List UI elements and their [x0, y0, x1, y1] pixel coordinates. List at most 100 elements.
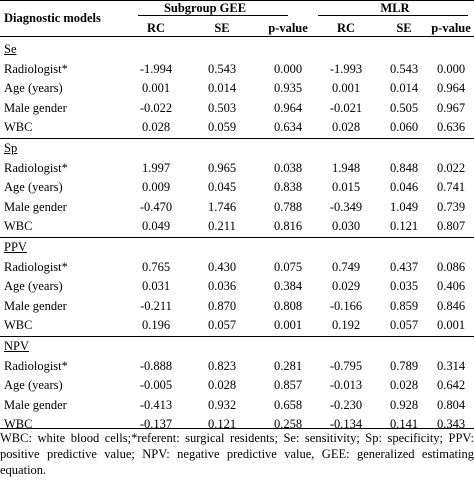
table-cell: 0.430 — [207, 259, 237, 274]
table-cell: 0.857 — [273, 378, 303, 393]
table-cell: -0.021 — [329, 100, 363, 115]
table-cell: 0.437 — [389, 259, 419, 274]
table-cell: 0.009 — [141, 180, 171, 195]
table-cell: 0.059 — [207, 120, 237, 135]
section-header: NPV — [4, 339, 30, 353]
table-cell: -1.994 — [139, 61, 173, 76]
table-cell: 0.030 — [331, 219, 361, 234]
table-cell: -0.005 — [139, 378, 173, 393]
table-cell: -0.013 — [329, 378, 363, 393]
section-rule — [0, 336, 474, 337]
table-cell: 0.658 — [273, 397, 303, 412]
table-cell: 0.038 — [273, 160, 303, 175]
row-label: Age (years) — [4, 378, 63, 393]
table-cell: 0.258 — [273, 417, 303, 432]
table-cell: 0.014 — [389, 81, 419, 96]
table-cell: -0.166 — [329, 298, 363, 313]
table-cell: 0.045 — [207, 180, 237, 195]
top-rule — [0, 0, 474, 1]
table-cell: 0.086 — [436, 259, 466, 274]
table-cell: 0.281 — [273, 358, 303, 373]
table-cell: 0.028 — [389, 378, 419, 393]
table-cell: 0.846 — [436, 298, 466, 313]
table-cell: 0.028 — [207, 378, 237, 393]
row-label: WBC — [4, 219, 33, 234]
table-cell: 0.057 — [207, 318, 237, 333]
table-cell: 0.870 — [207, 298, 237, 313]
table-cell: 0.935 — [273, 81, 303, 96]
table-cell: 0.000 — [436, 61, 466, 76]
table-cell: 0.788 — [273, 199, 303, 214]
table-cell: 0.060 — [389, 120, 419, 135]
table-cell: 0.741 — [436, 180, 466, 195]
section-header: Se — [4, 42, 17, 56]
column-header: p-value — [431, 21, 471, 35]
table-cell: 0.001 — [273, 318, 303, 333]
table-cell: 0.739 — [436, 199, 466, 214]
table-cell: 0.808 — [273, 298, 303, 313]
table-cell: -0.211 — [140, 298, 172, 313]
table-cell: 0.503 — [207, 100, 237, 115]
table-cell: 0.014 — [207, 81, 237, 96]
table-cell: 0.964 — [273, 100, 303, 115]
table-cell: 0.121 — [389, 219, 419, 234]
header-rule — [0, 36, 474, 37]
table-cell: 0.028 — [331, 120, 361, 135]
group-rule-mlr — [318, 15, 468, 16]
table-cell: 0.807 — [436, 219, 466, 234]
row-label: Male gender — [4, 100, 67, 115]
row-label: WBC — [4, 417, 33, 432]
table-cell: 1.997 — [141, 160, 171, 175]
row-label: Age (years) — [4, 81, 63, 96]
table-cell: 0.192 — [331, 318, 361, 333]
table-cell: 0.789 — [389, 358, 419, 373]
table-cell: 0.816 — [273, 219, 303, 234]
table-cell: 0.343 — [436, 417, 466, 432]
table-cell: 0.314 — [436, 358, 466, 373]
table-cell: -0.134 — [329, 417, 363, 432]
table-cell: 0.634 — [273, 120, 303, 135]
row-label: WBC — [4, 120, 33, 135]
table-cell: 0.505 — [389, 100, 419, 115]
table-cell: 0.029 — [331, 279, 361, 294]
table-cell: 0.967 — [436, 100, 466, 115]
table-cell: 0.028 — [141, 120, 171, 135]
table-cell: -0.413 — [139, 397, 173, 412]
table-cell: 0.749 — [331, 259, 361, 274]
table-cell: 0.642 — [436, 378, 466, 393]
table-cell: 1.049 — [389, 199, 419, 214]
table-cell: 0.823 — [207, 358, 237, 373]
column-header: p-value — [268, 21, 308, 35]
table-cell: 0.036 — [207, 279, 237, 294]
row-label: Radiologist* — [4, 259, 68, 274]
table-cell: 0.765 — [141, 259, 171, 274]
table-cell: 0.928 — [389, 397, 419, 412]
table-cell: -1.993 — [329, 61, 363, 76]
table-cell: 0.211 — [208, 219, 236, 234]
row-label: Age (years) — [4, 279, 63, 294]
section-rule — [0, 237, 474, 238]
table-cell: 0.001 — [436, 318, 466, 333]
group-header-mlr: MLR — [380, 1, 410, 15]
table-cell: 0.015 — [331, 180, 361, 195]
table-cell: 0.001 — [331, 81, 361, 96]
section-header: Sp — [4, 141, 18, 155]
section-header: PPV — [4, 240, 27, 254]
column-header: RC — [146, 21, 166, 35]
table-cell: 0.859 — [389, 298, 419, 313]
group-rule-gee — [138, 15, 288, 16]
table-cell: 0.838 — [273, 180, 303, 195]
table-cell: 1.948 — [331, 160, 361, 175]
table-cell: 0.046 — [389, 180, 419, 195]
table-cell: 0.141 — [389, 417, 419, 432]
table-cell: -0.349 — [329, 199, 363, 214]
column-header: SE — [214, 21, 230, 35]
row-label: WBC — [4, 318, 33, 333]
table-cell: 0.000 — [273, 61, 303, 76]
table-cell: 0.075 — [273, 259, 303, 274]
table-cell: 0.001 — [141, 81, 171, 96]
table-cell: 0.035 — [389, 279, 419, 294]
table-cell: 0.196 — [141, 318, 171, 333]
table-cell: 0.022 — [436, 160, 466, 175]
row-label-header: Diagnostic models — [4, 11, 101, 25]
